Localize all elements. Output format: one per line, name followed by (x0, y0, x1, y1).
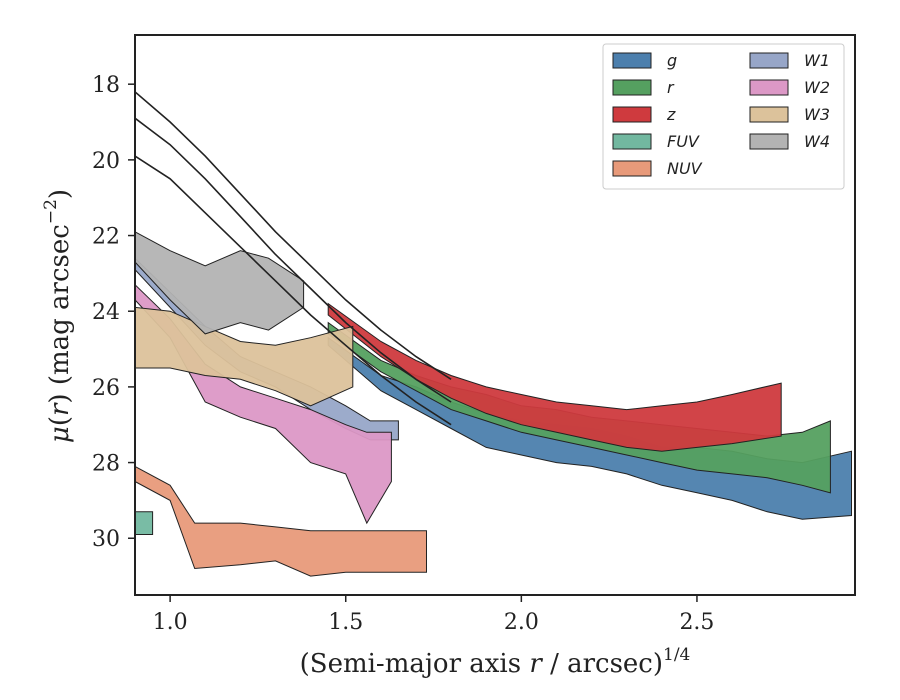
y-tick-label: 22 (92, 225, 120, 250)
axes: 1.0 1.5 2.0 2.5 18 20 22 24 26 28 30 (92, 34, 856, 635)
y-tick-label: 20 (92, 149, 120, 174)
y-tick-label: 24 (92, 300, 120, 325)
model-line-2 (135, 117, 452, 403)
legend-label-W3: W3 (804, 105, 830, 124)
legend-swatch-r (612, 79, 652, 96)
y-tick-label: 18 (92, 73, 120, 98)
y-tick-label: 30 (92, 527, 120, 552)
band-W2 (135, 284, 392, 525)
x-axis-label: (Semi-major axis r / arcsec)1/4 (300, 645, 691, 679)
y-tick-label: 26 (92, 376, 120, 401)
y-axis-label: μ(r) (mag arcsec−2) (41, 189, 75, 443)
x-tick-label: 2.5 (679, 610, 714, 635)
legend-swatch-z (612, 106, 652, 123)
legend-swatch-NUV (612, 160, 652, 177)
legend-label-FUV: FUV (667, 132, 700, 151)
legend-swatch-W4 (749, 133, 789, 150)
legend-label-NUV: NUV (667, 159, 703, 178)
legend-swatch-W3 (749, 106, 789, 123)
x-tick-label: 1.0 (153, 610, 188, 635)
x-tick-label: 2.0 (504, 610, 539, 635)
legend-label-g: g (667, 51, 677, 70)
legend-label-r: r (667, 78, 675, 97)
legend-label-W4: W4 (804, 132, 830, 151)
legend-label-W1: W1 (804, 51, 830, 70)
plot-area (135, 91, 852, 577)
legend-swatch-FUV (612, 133, 652, 150)
legend-swatch-g (612, 52, 652, 69)
legend-label-W2: W2 (804, 78, 830, 97)
legend-swatch-W2 (749, 79, 789, 96)
y-tick-label: 28 (92, 452, 120, 477)
band-FUV (135, 511, 154, 535)
plot-frame (134, 34, 856, 596)
model-line-3 (135, 155, 452, 426)
x-tick-label: 1.5 (328, 610, 363, 635)
legend-swatch-W1 (749, 52, 789, 69)
model-line-1 (135, 91, 452, 380)
band-NUV (135, 465, 427, 577)
legend: grz FUV NUV W1 W2 W3 W4 (602, 43, 845, 190)
legend-label-z: z (666, 105, 676, 124)
band-W3 (135, 306, 354, 407)
band-z (327, 302, 782, 452)
